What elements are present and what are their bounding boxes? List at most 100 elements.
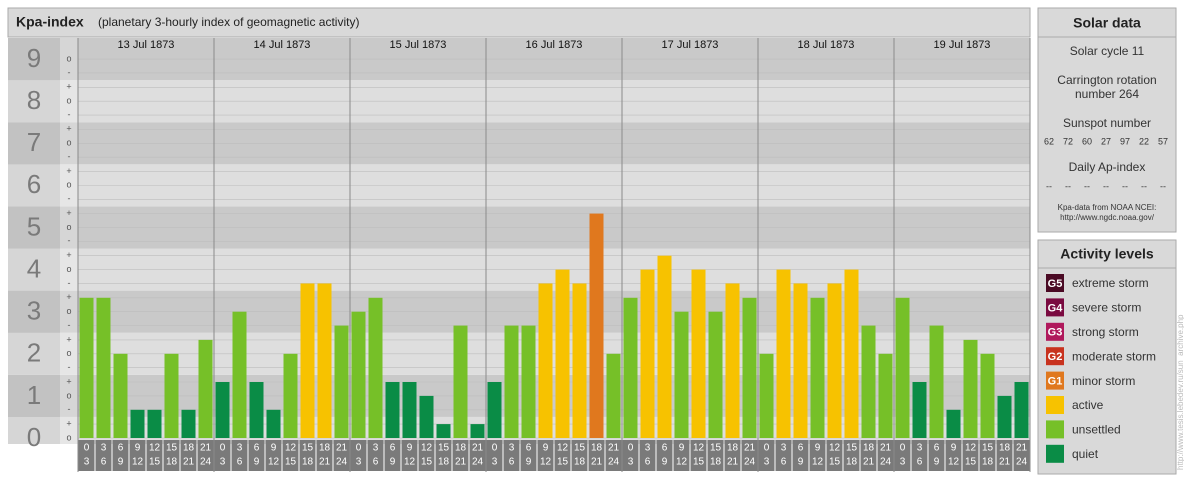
y-minor-label: +: [66, 166, 71, 176]
hour-end: 15: [285, 457, 297, 468]
hour-start: 6: [798, 443, 804, 454]
hour-end: 24: [472, 457, 484, 468]
legend-label: moderate storm: [1072, 349, 1156, 363]
sunspot-number: 60: [1082, 136, 1092, 146]
hour-box: [911, 440, 928, 471]
y-minor-label: +: [66, 376, 71, 386]
hour-start: 0: [628, 443, 634, 454]
bar: [963, 339, 978, 438]
bar: [725, 283, 740, 438]
band-label-cell: [8, 374, 60, 417]
band-label-cell: [8, 332, 60, 375]
hour-box: [826, 440, 843, 471]
hour-end: 12: [268, 457, 280, 468]
hour-box: [877, 440, 894, 471]
bar: [827, 283, 842, 438]
panel-text: Sunspot number: [1063, 116, 1151, 130]
bar: [113, 353, 128, 438]
sunspot-number: 97: [1120, 136, 1130, 146]
legend-label: severe storm: [1072, 301, 1141, 315]
band-label-cell: [8, 122, 60, 165]
legend-label: minor storm: [1072, 374, 1135, 388]
hour-end: 24: [1016, 457, 1028, 468]
hour-start: 0: [900, 443, 906, 454]
hour-end: 6: [101, 457, 107, 468]
legend-swatch: [1046, 347, 1064, 366]
hour-end: 21: [455, 457, 467, 468]
panel-text: Carrington rotation: [1057, 73, 1156, 87]
hour-start: 15: [982, 443, 994, 454]
y-minor-label: +: [66, 250, 71, 260]
hour-box: [571, 440, 588, 471]
solar-panel: [1037, 7, 1177, 233]
hour-end: 15: [421, 457, 433, 468]
day-label: 17 Jul 1873: [662, 39, 719, 51]
day-label: 16 Jul 1873: [526, 39, 583, 51]
hour-end: 6: [917, 457, 923, 468]
legend-swatch: [1046, 322, 1064, 341]
hour-end: 15: [965, 457, 977, 468]
bar: [895, 297, 910, 438]
hour-end: 6: [509, 457, 515, 468]
ap-value: --: [1084, 181, 1090, 191]
hour-end: 9: [390, 457, 396, 468]
bar: [691, 269, 706, 438]
hour-box: [1013, 440, 1030, 471]
panel-text: Daily Ap-index: [1069, 160, 1146, 174]
hour-box: [316, 440, 333, 471]
hour-start: 21: [336, 443, 348, 454]
bar: [929, 325, 944, 438]
hour-end: 9: [934, 457, 940, 468]
hour-end: 21: [999, 457, 1011, 468]
hour-start: 21: [744, 443, 756, 454]
bar: [181, 409, 196, 438]
hour-start: 18: [591, 443, 603, 454]
hour-end: 15: [693, 457, 705, 468]
hour-start: 15: [302, 443, 314, 454]
y-minor-label: +: [66, 208, 71, 218]
ap-value: --: [1160, 181, 1166, 191]
hour-start: 6: [526, 443, 532, 454]
hour-end: 12: [404, 457, 416, 468]
y-minor-label: -: [68, 320, 71, 330]
hour-start: 12: [829, 443, 841, 454]
minor-column: [60, 38, 78, 444]
bar: [742, 297, 757, 438]
y-tick-label: 4: [27, 253, 41, 283]
hour-box: [78, 440, 95, 471]
hour-start: 12: [965, 443, 977, 454]
y-tick-label: 6: [27, 169, 41, 199]
bar: [521, 325, 536, 438]
hour-end: 3: [84, 457, 90, 468]
hour-box: [180, 440, 197, 471]
hour-end: 6: [373, 457, 379, 468]
hour-end: 24: [880, 457, 892, 468]
hour-start: 6: [662, 443, 668, 454]
panel-title: Solar data: [1073, 15, 1141, 31]
bar: [555, 269, 570, 438]
hour-end: 15: [149, 457, 161, 468]
y-minor-label: o: [66, 96, 71, 106]
hour-end: 3: [356, 457, 362, 468]
hour-end: 9: [526, 457, 532, 468]
hour-box: [605, 440, 622, 471]
hour-start: 6: [118, 443, 124, 454]
hour-start: 15: [846, 443, 858, 454]
hour-start: 3: [645, 443, 651, 454]
hour-box: [486, 440, 503, 471]
hour-end: 12: [132, 457, 144, 468]
bar: [793, 283, 808, 438]
hour-start: 12: [149, 443, 161, 454]
legend-swatch: [1046, 420, 1064, 439]
hour-start: 9: [135, 443, 141, 454]
bar: [419, 395, 434, 438]
hour-end: 21: [319, 457, 331, 468]
legend-label: strong storm: [1072, 325, 1139, 339]
hour-end: 3: [900, 457, 906, 468]
sunspot-number: 57: [1158, 136, 1168, 146]
panel-text: http://www.ngdc.noaa.gov/: [1060, 213, 1155, 222]
hour-end: 9: [662, 457, 668, 468]
bar: [640, 269, 655, 438]
hour-end: 21: [591, 457, 603, 468]
hour-end: 12: [676, 457, 688, 468]
